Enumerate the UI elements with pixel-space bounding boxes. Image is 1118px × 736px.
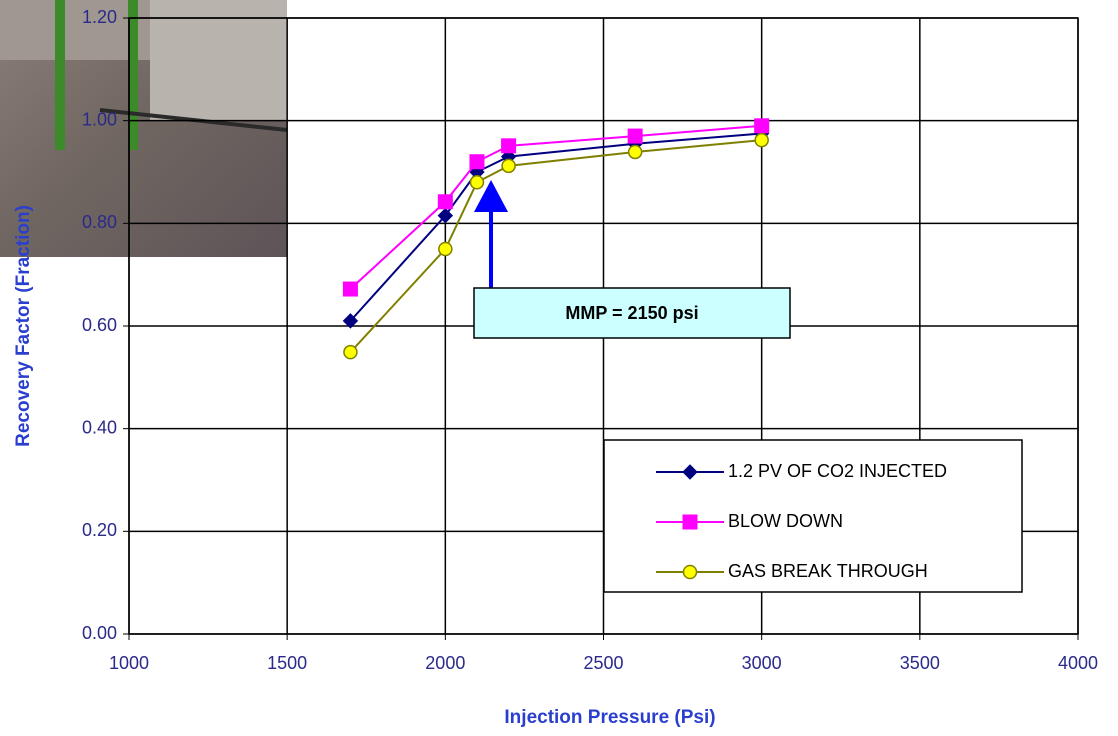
legend-label: GAS BREAK THROUGH xyxy=(728,561,928,581)
y-axis-title: Recovery Factor (Fraction) xyxy=(13,205,34,447)
x-tick-label: 1000 xyxy=(109,653,149,673)
marker xyxy=(684,566,697,579)
x-tick-label: 2500 xyxy=(583,653,623,673)
x-tick-label: 4000 xyxy=(1058,653,1098,673)
marker xyxy=(628,129,642,143)
marker xyxy=(502,139,516,153)
marker xyxy=(629,145,642,158)
y-tick-label: 1.20 xyxy=(82,7,117,27)
y-tick-label: 0.00 xyxy=(82,623,117,643)
annotation: MMP = 2150 psi xyxy=(565,303,698,323)
x-tick-label: 3500 xyxy=(900,653,940,673)
x-tick-label: 3000 xyxy=(742,653,782,673)
marker xyxy=(439,243,452,256)
y-tick-label: 0.60 xyxy=(82,315,117,335)
marker xyxy=(502,159,515,172)
photo-overlay xyxy=(0,0,287,257)
marker xyxy=(438,195,452,209)
marker xyxy=(470,155,484,169)
marker xyxy=(683,515,697,529)
series-line xyxy=(350,126,761,289)
y-tick-label: 0.40 xyxy=(82,417,117,437)
x-tick-label: 2000 xyxy=(425,653,465,673)
marker xyxy=(343,282,357,296)
legend-label: 1.2 PV OF CO2 INJECTED xyxy=(728,461,947,481)
legend-label: BLOW DOWN xyxy=(728,511,843,531)
x-tick-label: 1500 xyxy=(267,653,307,673)
y-tick-label: 1.00 xyxy=(82,109,117,129)
chart: Injection Pressure (Psi) Recovery Factor… xyxy=(0,0,1118,736)
y-tick-label: 0.20 xyxy=(82,520,117,540)
marker xyxy=(344,346,357,359)
marker xyxy=(755,119,769,133)
marker xyxy=(470,176,483,189)
y-tick-label: 0.80 xyxy=(82,212,117,232)
x-axis-title: Injection Pressure (Psi) xyxy=(504,707,715,728)
marker xyxy=(755,134,768,147)
